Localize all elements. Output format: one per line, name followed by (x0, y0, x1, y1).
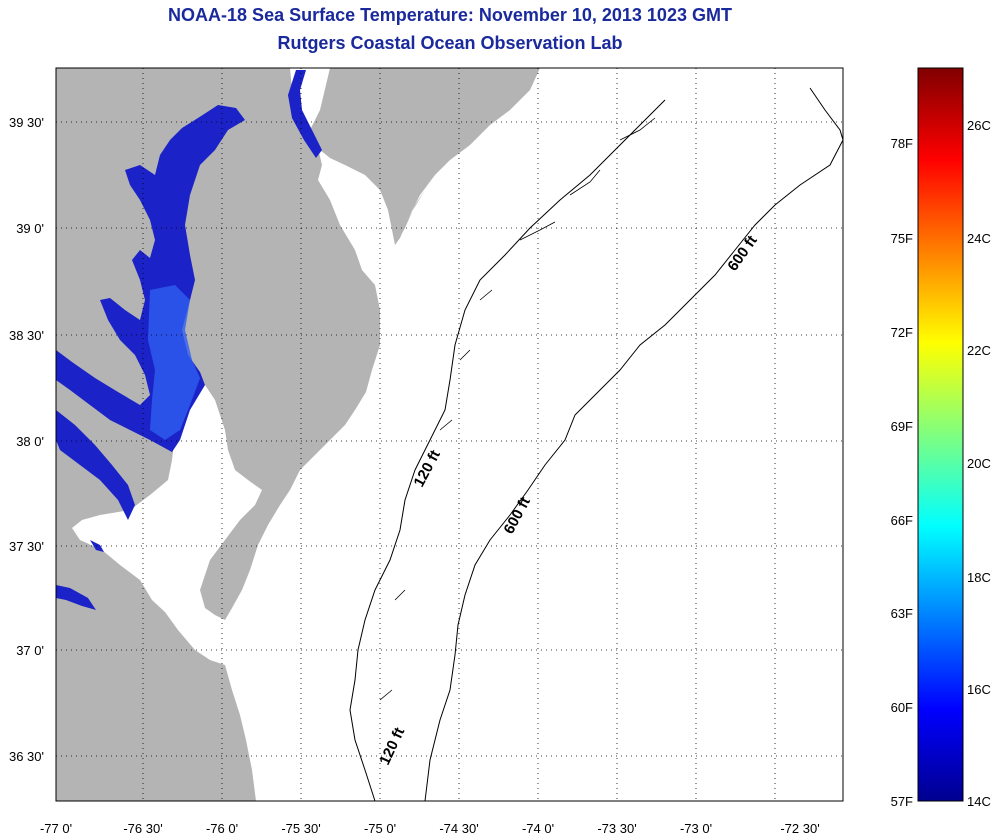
colorbar-f-label: 75F (891, 231, 913, 246)
longitude-labels: -77 0' -76 30' -76 0' -75 30' -75 0' -74… (40, 821, 820, 836)
lon-label: -77 0' (40, 821, 72, 836)
lon-label: -75 0' (364, 821, 396, 836)
lat-label: 38 0' (16, 434, 44, 449)
lon-label: -73 0' (680, 821, 712, 836)
colorbar-f-label: 72F (891, 325, 913, 340)
colorbar-f-label: 66F (891, 513, 913, 528)
lon-label: -74 0' (522, 821, 554, 836)
land-cape-may (395, 190, 425, 245)
lat-label: 36 30' (9, 749, 44, 764)
lat-label: 39 30' (9, 115, 44, 130)
lat-label: 39 0' (16, 221, 44, 236)
colorbar-f-label: 60F (891, 700, 913, 715)
lon-label: -76 30' (123, 821, 162, 836)
colorbar-c-label: 16C (967, 682, 991, 697)
contour-120ft (349, 99, 666, 801)
lon-label: -72 30' (780, 821, 819, 836)
delaware-river-water (288, 70, 322, 158)
lat-label: 37 30' (9, 539, 44, 554)
lon-label: -73 30' (597, 821, 636, 836)
map-title: NOAA-18 Sea Surface Temperature: Novembe… (168, 5, 732, 25)
colorbar-c-label: 18C (967, 570, 991, 585)
colorbar-f-label: 69F (891, 419, 913, 434)
lon-label: -75 30' (281, 821, 320, 836)
colorbar-c-label: 24C (967, 231, 991, 246)
potomac-river-water (56, 410, 135, 520)
colorbar (917, 67, 964, 802)
chesapeake-bay-water (56, 105, 245, 452)
land-new-jersey (310, 68, 540, 245)
chesapeake-bay-water-warm (148, 285, 200, 440)
lon-label: -74 30' (439, 821, 478, 836)
colorbar-f-label: 63F (891, 606, 913, 621)
colorbar-c-label: 22C (967, 343, 991, 358)
colorbar-celsius-labels: 26C 24C 22C 20C 18C 16C 14C (967, 118, 991, 809)
colorbar-fahrenheit-labels: 78F 75F 72F 69F 66F 63F 60F 57F (891, 136, 913, 809)
contour-600ft (424, 87, 843, 801)
colorbar-f-label: 57F (891, 794, 913, 809)
rappahannock-river-water (56, 585, 96, 610)
colorbar-c-label: 14C (967, 794, 991, 809)
lon-label: -76 0' (206, 821, 238, 836)
colorbar-c-label: 20C (967, 456, 991, 471)
lat-label: 38 30' (9, 328, 44, 343)
land-delmarva (56, 68, 380, 801)
lat-label: 37 0' (16, 643, 44, 658)
contour-120ft-detail (379, 117, 656, 701)
map-frame (55, 67, 844, 802)
colorbar-c-label: 26C (967, 118, 991, 133)
latitude-labels: 39 30' 39 0' 38 30' 38 0' 37 30' 37 0' 3… (9, 115, 44, 764)
map-subtitle: Rutgers Coastal Ocean Observation Lab (277, 33, 623, 53)
graticule (55, 68, 843, 801)
colorbar-f-label: 78F (891, 136, 913, 151)
